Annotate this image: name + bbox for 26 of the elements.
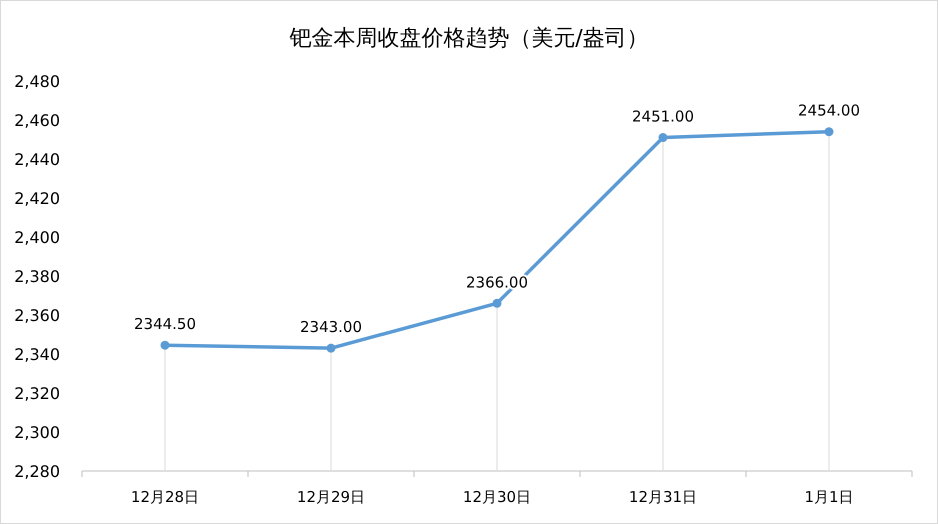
x-tick-label: 12月29日 [296,488,366,506]
y-tick-label: 2,420 [14,189,60,208]
y-tick-label: 2,400 [14,228,60,247]
chart-title: 钯金本周收盘价格趋势（美元/盎司） [288,26,649,51]
x-tick-label: 12月30日 [462,488,532,506]
x-tick-label: 1月1日 [804,488,854,506]
y-tick-label: 2,280 [14,462,60,481]
y-tick-label: 2,460 [14,111,60,130]
x-tick-label: 12月28日 [130,488,200,506]
y-tick-label: 2,380 [14,267,60,286]
data-label: 2343.00 [300,318,362,336]
data-label: 2454.00 [798,102,860,120]
x-tick-label: 12月31日 [628,488,698,506]
data-label: 2344.50 [134,315,196,334]
y-tick-label: 2,340 [14,345,60,364]
point [326,344,336,353]
y-tick-label: 2,480 [14,72,60,91]
y-tick-label: 2,440 [14,150,60,169]
point [160,340,170,350]
point [824,127,834,136]
data-label: 2451.00 [632,108,694,126]
y-tick-label: 2,320 [14,384,60,403]
y-tick-label: 2,360 [14,306,60,325]
y-tick-label: 2,300 [14,423,60,442]
point [658,133,668,142]
point [492,298,502,308]
